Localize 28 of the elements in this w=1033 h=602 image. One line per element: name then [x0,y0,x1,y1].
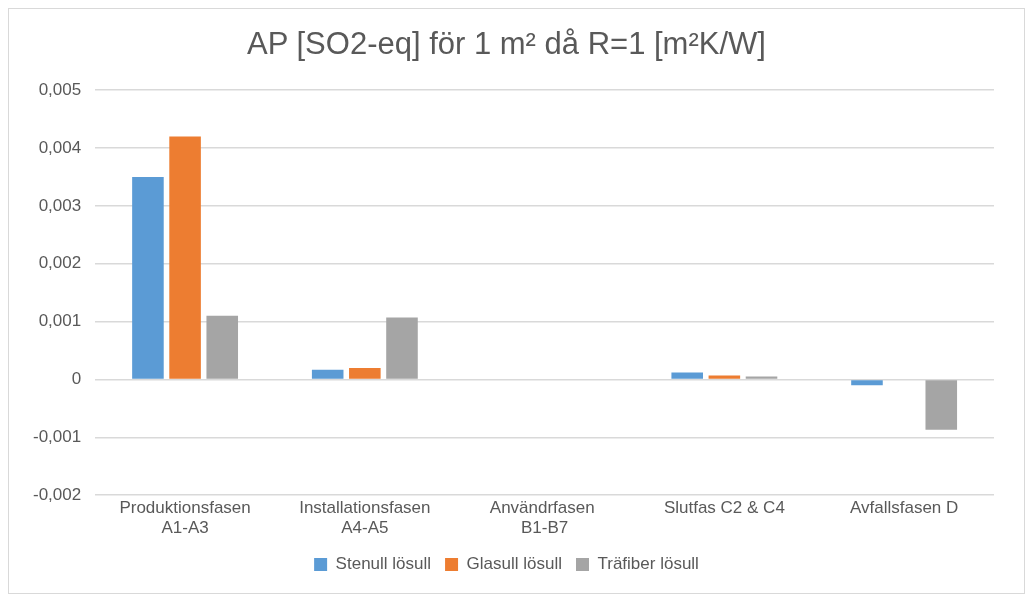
bar [386,317,418,379]
chart-title: AP [SO2-eq] för 1 m² då R=1 [m²K/W] [247,26,766,62]
bar [851,380,883,386]
y-tick-label: 0,005 [38,79,82,99]
bar [349,367,381,379]
bar [745,376,778,379]
bar [132,176,164,379]
y-tick-label: -0,001 [33,427,82,447]
x-tick-label: Användrfasen B1-B7 [489,498,600,538]
x-tick-label: Avfallsfasen D [849,498,959,518]
legend-label: Träfiber lösull [597,554,699,574]
legend-label: Stenull lösull [335,554,432,574]
y-tick-label: -0,002 [33,484,82,504]
bar [671,372,703,379]
x-tick-label: Produktionsfasen A1-A3 [119,498,251,538]
y-tick-label: 0 [71,369,82,389]
bar [925,380,958,430]
x-tick-label: Slutfas C2 & C4 [663,498,785,518]
bar [311,369,344,379]
legend-label: Glasull lösull [466,554,562,574]
bar [169,136,201,379]
bar [206,315,239,379]
y-tick-label: 0,002 [38,253,82,273]
y-tick-label: 0,004 [38,137,82,157]
y-tick-label: 0,001 [38,311,82,331]
y-tick-label: 0,003 [38,195,82,215]
bar [708,375,741,379]
x-tick-label: Installationsfasen A4-A5 [299,498,431,538]
